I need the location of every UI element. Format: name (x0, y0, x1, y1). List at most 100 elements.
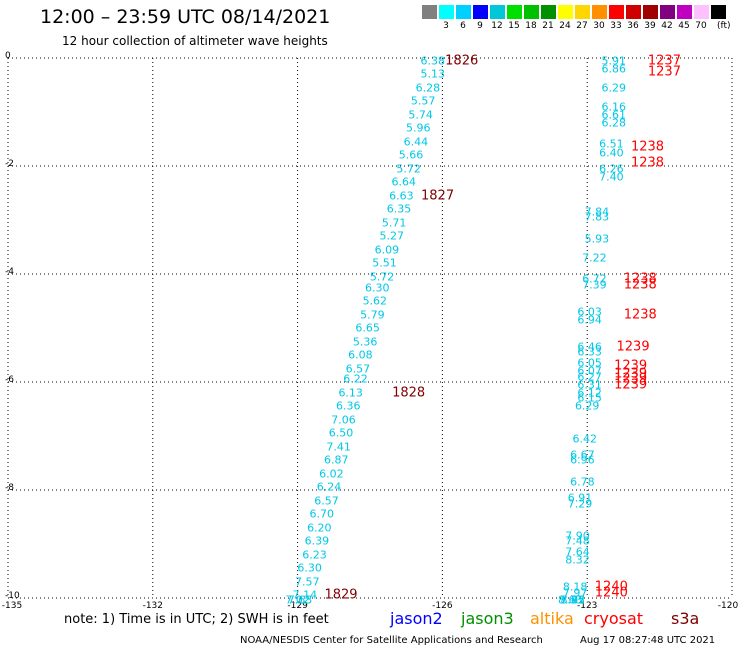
wave-height-value: 6.20 (307, 521, 332, 535)
wave-height-value: 8.18 (562, 580, 588, 594)
wave-height-value: 6.30 (364, 281, 390, 294)
wave-height-value: 5.71 (381, 216, 407, 230)
pass-time-label: 1237 (647, 53, 681, 69)
wave-height-value: 6.12 (577, 386, 602, 400)
wave-height-value: 7.41 (326, 440, 351, 454)
wave-height-value: 5.27 (379, 229, 404, 243)
colorbar-label: 15 (508, 21, 520, 31)
pass-time-label: 1240 (594, 579, 628, 595)
y-tick-label: -2 (5, 159, 14, 169)
wave-height-value: 5.62 (362, 294, 388, 308)
colorbar-swatch (711, 5, 726, 19)
wave-height-value: 6.72 (582, 272, 607, 286)
colorbar-swatch (609, 5, 624, 19)
colorbar-swatch (677, 5, 692, 19)
pass-time-label: 1237 (647, 64, 681, 79)
x-tick-label: -120 (717, 601, 739, 611)
wave-height-value: 7.64 (565, 545, 590, 559)
pass-time-label: 1827 (421, 188, 455, 204)
colorbar-swatch (541, 5, 556, 19)
wave-height-value: 6.64 (391, 175, 417, 189)
colorbar-swatch (524, 5, 539, 19)
colorbar-swatch (694, 5, 709, 19)
wave-height-value: 7.63 (287, 593, 313, 607)
colorbar-label: 33 (610, 21, 622, 31)
wave-height-value: 7.85 (560, 593, 585, 607)
colorbar-swatch (507, 5, 522, 19)
wave-height-value: 6.67 (570, 448, 595, 462)
colorbar-label: 42 (661, 21, 673, 31)
colorbar-swatch (575, 5, 590, 19)
wave-height-value: 6.46 (577, 340, 602, 354)
y-tick-label: -6 (5, 375, 14, 385)
colorbar-label: 21 (542, 21, 554, 31)
wave-height-value: 6.39 (304, 534, 330, 548)
wave-height-value: 7.84 (584, 205, 610, 219)
wave-height-value: 6.40 (599, 146, 624, 159)
wave-height-value: 6.44 (403, 135, 429, 149)
colorbar-swatch (439, 5, 454, 19)
colorbar-swatch (490, 5, 505, 19)
colorbar-unit: (ft) (717, 21, 731, 31)
colorbar-label: 39 (644, 21, 656, 31)
colorbar-swatch (456, 5, 471, 19)
pass-time-label: 1239 (616, 339, 650, 355)
wave-height-value: 6.61 (601, 108, 626, 122)
wave-height-value: 6.08 (348, 348, 373, 362)
pass-time-label: 1240 (594, 585, 628, 601)
wave-height-value: 6.23 (302, 548, 327, 562)
satellite-legend-jason2: jason2 (390, 609, 443, 628)
colorbar-label: 12 (491, 21, 503, 31)
wave-height-value: 6.28 (415, 81, 441, 95)
x-tick-label: -126 (432, 601, 453, 611)
wave-height-value: 6.09 (374, 243, 400, 257)
wave-height-value: 5.66 (398, 148, 424, 162)
wave-height-value: 7.39 (582, 278, 607, 292)
wave-height-value: 7.14 (292, 588, 318, 602)
page-subtitle: 12 hour collection of altimeter wave hei… (62, 34, 328, 48)
wave-height-value: 7.06 (331, 413, 356, 427)
wave-height-value: 8.42 (560, 593, 585, 607)
wave-height-value: 7.97 (560, 593, 585, 607)
wave-height-value: 6.35 (386, 202, 412, 216)
wave-height-value: 6.70 (309, 507, 334, 521)
pass-time-label: 1239 (614, 377, 648, 393)
colorbar-label: 27 (576, 21, 588, 31)
pass-time-label: 1239 (614, 358, 648, 374)
colorbar-swatch (643, 5, 658, 19)
x-tick-label: -132 (142, 601, 164, 611)
colorbar-label: 45 (678, 21, 690, 31)
wave-height-value: 7.29 (567, 497, 593, 510)
timestamp: Aug 17 08:27:48 UTC 2021 (580, 635, 716, 646)
wave-height-value: 6.42 (572, 432, 598, 446)
wave-height-value: 7.57 (295, 575, 320, 589)
wave-height-value: 6.05 (577, 356, 602, 370)
x-tick-label: -135 (1, 601, 23, 611)
colorbar-swatch (422, 5, 437, 19)
wave-height-value: 6.36 (336, 399, 361, 413)
colorbar-label: 24 (559, 21, 571, 31)
colorbar-label: 36 (627, 21, 639, 31)
wave-height-value: 5.74 (408, 108, 433, 122)
satellite-legend-altika: altika (530, 609, 574, 628)
wave-height-value: 5.96 (406, 121, 431, 135)
pass-time-label: 1239 (614, 371, 648, 387)
satellite-legend-s3a: s3a (671, 609, 700, 628)
wave-height-value: 6.02 (319, 467, 344, 481)
pass-time-label: 1238 (623, 271, 657, 287)
footer-note: note: 1) Time is in UTC; 2) SWH is in fe… (64, 612, 329, 627)
credit-text: NOAA/NESDIS Center for Satellite Applica… (240, 635, 543, 646)
wave-height-value: 5.72 (369, 270, 395, 284)
wave-height-value: 6.29 (601, 81, 626, 95)
wave-height-value: 7.97 (562, 586, 588, 600)
wave-height-value: 5.93 (584, 232, 610, 246)
wave-height-value: 5.13 (420, 67, 445, 81)
wave-height-value: 7.90 (565, 529, 590, 543)
wave-height-value: 5.51 (372, 256, 397, 270)
wave-height-value: 5.57 (410, 94, 436, 108)
wave-height-value: 6.65 (355, 321, 380, 335)
colorbar-label: 9 (477, 21, 483, 31)
pass-time-label: 1238 (630, 155, 665, 171)
wave-height-value: 6.51 (599, 137, 624, 151)
